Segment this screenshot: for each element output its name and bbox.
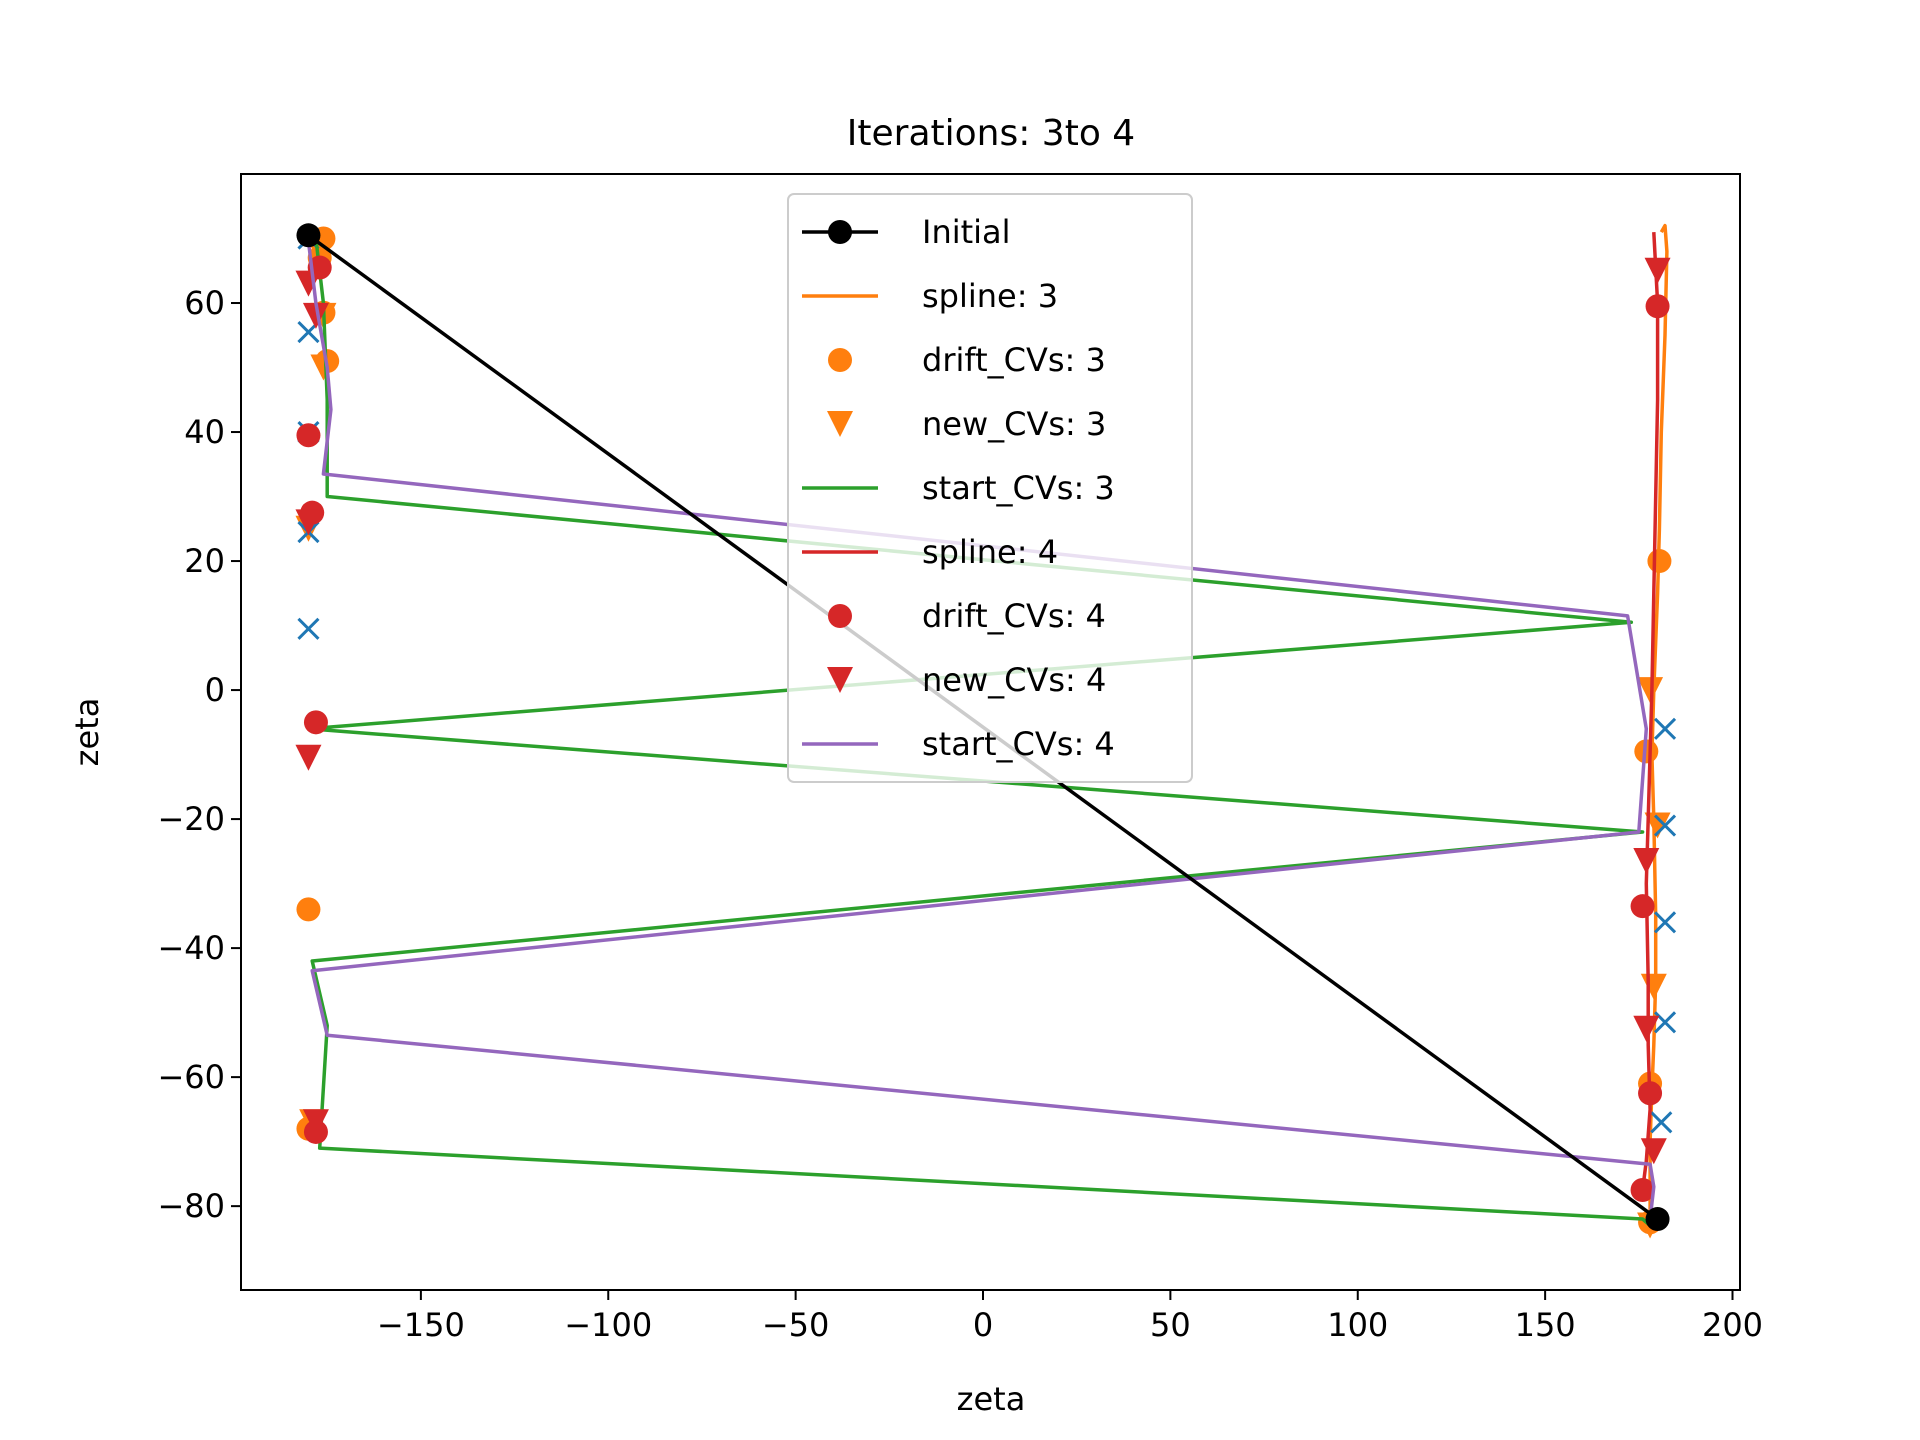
new4-point [295, 270, 322, 297]
legend-entry: new_CVs: 4 [827, 661, 1106, 699]
legend-entry: drift_CVs: 3 [828, 341, 1106, 379]
drift3-point [1647, 549, 1672, 574]
x-tick-label: −150 [377, 1306, 465, 1344]
drift4-point [1638, 1081, 1663, 1106]
x-tick-label: 150 [1515, 1306, 1576, 1344]
legend-label: start_CVs: 4 [922, 725, 1115, 763]
x-tick-label: 200 [1702, 1306, 1763, 1344]
drift4-point [1630, 894, 1655, 919]
y-tick-label: −80 [157, 1187, 225, 1225]
legend-label: spline: 4 [922, 533, 1058, 571]
drift4-point [1645, 294, 1670, 319]
new4-point [302, 1109, 329, 1136]
series-new4 [295, 257, 1671, 1165]
axes-frame [240, 173, 1741, 1291]
startx-point [1653, 911, 1677, 934]
legend-marker [828, 604, 852, 628]
legend-entry: spline: 3 [802, 277, 1058, 315]
legend-label: new_CVs: 4 [922, 661, 1106, 699]
drift4-point [296, 423, 321, 448]
new4-point [295, 509, 322, 536]
new4-point [1633, 1015, 1660, 1042]
legend-marker [828, 348, 852, 372]
startx-point [1653, 717, 1677, 740]
new4-point [1640, 1138, 1667, 1165]
legend-box [787, 193, 1193, 783]
new3-point [310, 354, 337, 381]
legend-label: start_CVs: 3 [922, 469, 1115, 507]
legend-entry: spline: 4 [802, 533, 1058, 571]
series-start4 [306, 241, 1656, 1220]
legend-marker [827, 667, 853, 693]
new4-point [302, 302, 329, 329]
legend-label: drift_CVs: 4 [922, 597, 1106, 635]
legend-entry: start_CVs: 3 [802, 469, 1115, 507]
y-tick-label: 0 [205, 671, 225, 709]
y-axis-label: zeta [68, 698, 106, 767]
drift4-point [303, 710, 328, 735]
x-tick-label: 100 [1327, 1306, 1388, 1344]
startx-point [1650, 1111, 1673, 1134]
legend-label: Initial [922, 213, 1011, 251]
drift4-point [1630, 1178, 1655, 1203]
y-axis: −80 −60 −40 −20 0 20 40 60 [157, 284, 241, 1225]
y-tick-label: −40 [157, 929, 225, 967]
initial-point [296, 223, 321, 248]
y-tick-label: 20 [184, 542, 225, 580]
series-spline4 [1640, 232, 1660, 1191]
startx-point [297, 617, 320, 640]
initial-point [1645, 1207, 1670, 1232]
new3-point [1637, 677, 1664, 704]
new3-point [1644, 812, 1671, 839]
y-tick-label: −60 [157, 1058, 225, 1096]
y-tick-label: −20 [157, 800, 225, 838]
startx-point [1653, 814, 1677, 837]
chart-title: Iterations: 3to 4 [847, 113, 1135, 154]
legend-marker [828, 220, 852, 244]
legend-marker [827, 411, 853, 437]
x-tick-label: −100 [564, 1306, 652, 1344]
y-tick-label: 40 [184, 413, 225, 451]
legend-label: new_CVs: 3 [922, 405, 1106, 443]
new4-point [295, 744, 322, 771]
legend-entry: Initial [802, 213, 1011, 251]
legend-entry: drift_CVs: 4 [828, 597, 1106, 635]
new4-point [1633, 848, 1660, 875]
drift3-point [296, 897, 321, 922]
x-tick-label: −50 [762, 1306, 830, 1344]
x-tick-label: 50 [1150, 1306, 1191, 1344]
legend: Initial spline: 3 drift_CVs: 3 new_CVs: 3 st… [787, 193, 1193, 783]
spline4-line [1640, 232, 1660, 1191]
legend-entry: start_CVs: 4 [802, 725, 1115, 763]
start4-line [306, 241, 1656, 1220]
new4-point [1644, 257, 1671, 284]
startx-point [1653, 1011, 1677, 1034]
x-axis-label: zeta [957, 1380, 1026, 1418]
y-tick-label: 60 [184, 284, 225, 322]
legend-label: drift_CVs: 3 [922, 341, 1106, 379]
x-tick-label: 0 [973, 1306, 993, 1344]
legend-entry: new_CVs: 3 [827, 405, 1106, 443]
legend-label: spline: 3 [922, 277, 1058, 315]
x-axis: −150 −100 −50 0 50 100 150 200 [377, 1290, 1763, 1344]
